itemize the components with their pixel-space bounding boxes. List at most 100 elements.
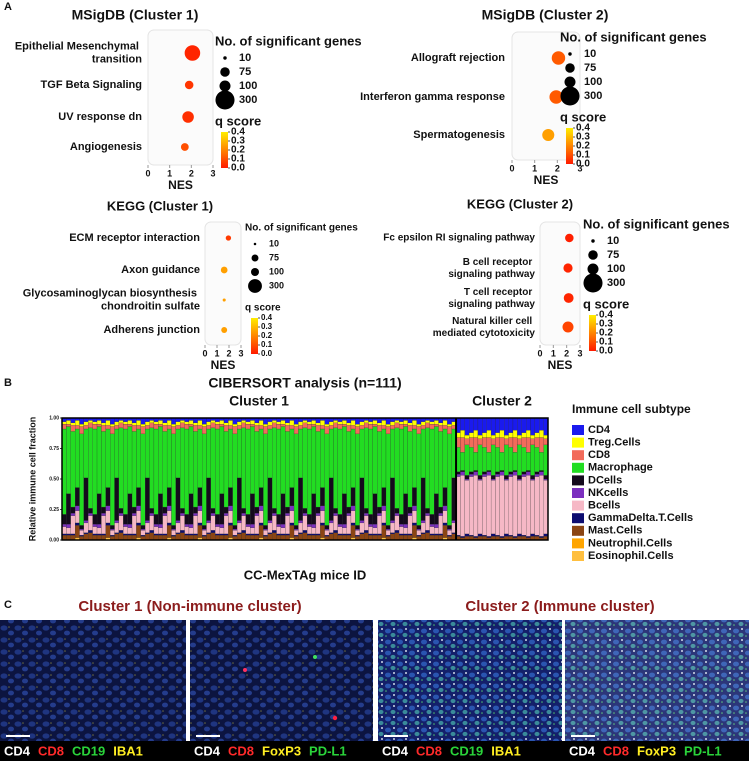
y-tick-label: 0.50 — [49, 476, 59, 482]
bar-segment — [171, 530, 176, 536]
bar-segment — [210, 513, 216, 516]
bar-segment — [293, 417, 299, 425]
bar-segment — [390, 532, 395, 534]
bar-segment — [438, 515, 444, 534]
bar-segment — [210, 427, 216, 509]
bar-segment — [342, 420, 347, 425]
bar-segment — [149, 427, 155, 509]
bar-segment — [412, 425, 417, 430]
bar-segment — [526, 417, 531, 431]
bar-segment — [307, 526, 312, 535]
color-tick-label: 0.1 — [599, 337, 613, 348]
size-legend-label: 100 — [584, 76, 602, 88]
bar-segment — [425, 530, 430, 533]
stain-label: CD8 — [416, 743, 442, 758]
bar-segment — [298, 477, 303, 521]
bar-segment — [420, 532, 426, 534]
bar-segment — [171, 535, 176, 537]
bar-segment — [193, 422, 198, 426]
bar-segment — [258, 522, 264, 526]
bar-segment — [101, 431, 106, 508]
bar-segment — [526, 475, 531, 537]
bar-segment — [206, 428, 211, 478]
bar-segment — [442, 522, 448, 526]
bar-segment — [175, 522, 181, 533]
x-axis-label: NES — [168, 178, 193, 192]
bar-segment — [534, 476, 540, 536]
bar-segment — [394, 420, 400, 423]
bar-segment — [276, 428, 282, 515]
bar-segment — [464, 444, 470, 476]
bar-segment — [307, 524, 312, 527]
bar-segment — [96, 420, 102, 425]
bar-segment — [267, 477, 273, 521]
bar-segment — [429, 533, 435, 536]
bar-segment — [403, 426, 408, 494]
bar-segment — [350, 510, 356, 524]
bar-segment — [420, 477, 426, 521]
bar-segment — [153, 533, 159, 536]
bar-segment — [118, 530, 124, 533]
bar-segment — [399, 526, 404, 535]
bar-segment — [75, 425, 80, 430]
bar-segment — [289, 522, 295, 526]
bar-segment — [219, 527, 225, 534]
bar-segment — [83, 522, 89, 533]
bar-segment — [355, 433, 360, 526]
size-legend-label: 300 — [239, 94, 257, 106]
dot — [221, 327, 228, 333]
bar-segment — [145, 522, 150, 533]
x-axis-label: NES — [211, 358, 236, 372]
bar-segment — [486, 470, 492, 472]
bar-segment — [241, 515, 246, 531]
bar-segment — [70, 515, 76, 534]
bar-segment — [311, 527, 317, 534]
bar-segment — [460, 475, 465, 537]
bar-segment — [403, 524, 408, 528]
bar-segment — [530, 434, 535, 439]
bar-segment — [394, 515, 400, 531]
bar-segment — [539, 437, 544, 453]
bar-segment — [517, 434, 522, 439]
bar-segment — [92, 524, 98, 527]
panel-title: Cluster 1 (Non-immune cluster) — [78, 598, 301, 615]
color-tick-label: 0.3 — [599, 319, 613, 330]
bar-segment — [289, 428, 295, 488]
bar-segment — [368, 533, 373, 536]
bar-segment — [342, 424, 347, 427]
bar-segment — [206, 520, 211, 524]
stain-label: CD19 — [72, 743, 105, 758]
legend-label: NKcells — [588, 487, 628, 499]
bar-segment — [193, 513, 198, 516]
bar-segment — [140, 535, 146, 537]
bar-segment — [403, 420, 408, 425]
bar-segment — [215, 421, 220, 425]
bar-segment — [188, 420, 194, 425]
bar-segment — [96, 424, 102, 427]
bar-segment — [490, 475, 496, 480]
x-tick-label: 0 — [202, 348, 207, 358]
bar-segment — [390, 425, 395, 430]
bar-segment — [315, 431, 321, 508]
bar-segment — [110, 433, 115, 526]
bar-segment — [368, 524, 373, 527]
color-tick-label: 0.4 — [261, 313, 273, 322]
legend-swatch — [572, 525, 584, 536]
bar-segment — [66, 420, 71, 425]
bar-segment — [394, 513, 400, 516]
bar-segment — [508, 476, 514, 536]
bar-segment — [425, 427, 430, 509]
bar-segment — [333, 427, 338, 509]
bar-segment — [153, 514, 159, 525]
bar-segment — [504, 478, 509, 481]
bar-segment — [504, 438, 509, 445]
bar-segment — [75, 525, 80, 538]
color-bar — [566, 128, 573, 164]
bar-segment — [118, 508, 124, 514]
bar-segment — [512, 430, 518, 438]
bar-segment — [114, 520, 120, 524]
bar-segment — [232, 525, 238, 530]
bar-segment — [250, 527, 255, 534]
bar-segment — [508, 417, 514, 433]
x-tick-label: 2 — [564, 348, 569, 358]
